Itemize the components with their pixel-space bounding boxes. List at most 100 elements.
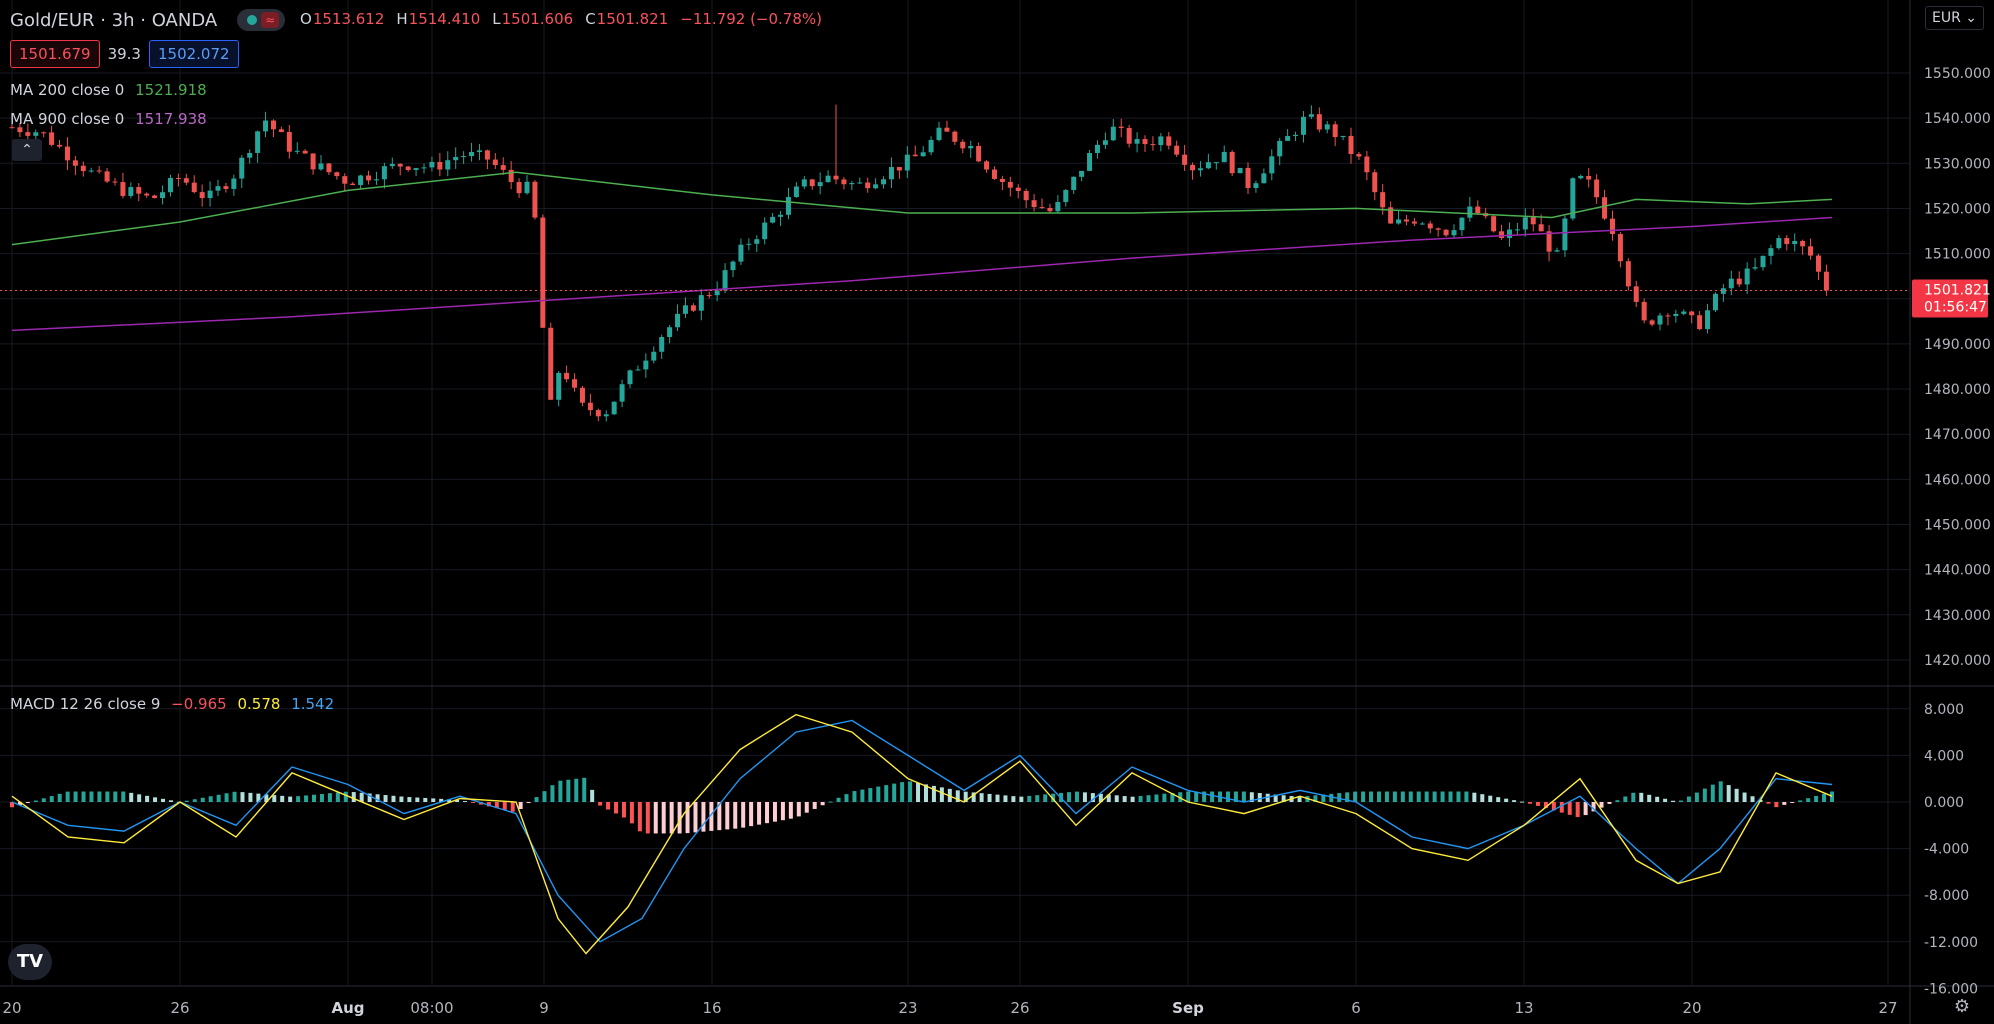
macd-histogram-bar bbox=[1456, 791, 1461, 802]
macd-histogram-bar bbox=[383, 795, 388, 802]
candle-body bbox=[1269, 156, 1275, 174]
candle-body bbox=[302, 150, 308, 154]
macd-histogram-bar bbox=[852, 791, 857, 802]
macd-histogram-bar bbox=[1718, 781, 1723, 802]
candle-body bbox=[1815, 255, 1821, 272]
candle-body bbox=[1705, 310, 1711, 330]
macd-histogram-bar bbox=[33, 800, 38, 802]
candle-body bbox=[484, 150, 490, 160]
macd-histogram-bar bbox=[844, 794, 849, 802]
macd-histogram-bar bbox=[971, 792, 976, 802]
macd-histogram-bar bbox=[1313, 795, 1318, 802]
candle-body bbox=[1554, 250, 1560, 252]
gear-icon[interactable]: ⚙ bbox=[1953, 996, 1970, 1017]
time-tick-label: 20 bbox=[1682, 999, 1701, 1017]
candle-body bbox=[270, 120, 276, 130]
symbol-title[interactable]: Gold/EUR · 3h · OANDA bbox=[10, 9, 218, 31]
sell-button[interactable]: 1501.679 bbox=[10, 40, 100, 68]
price-tick-label: 1550.000 bbox=[1924, 66, 1991, 82]
macd-histogram-bar bbox=[1790, 802, 1795, 803]
macd-histogram-bar bbox=[709, 802, 714, 831]
candle-body bbox=[41, 132, 47, 134]
candle-body bbox=[72, 160, 78, 166]
price-tick-label: 1420.000 bbox=[1924, 653, 1991, 669]
candle-body bbox=[144, 193, 150, 196]
macd-histogram-bar bbox=[1782, 802, 1787, 805]
macd-histogram-bar bbox=[1504, 798, 1509, 802]
macd-histogram-bar bbox=[1369, 791, 1374, 802]
macd-histogram-bar bbox=[1631, 792, 1636, 802]
ma900-legend[interactable]: MA 900 close 0 1517.938 bbox=[10, 110, 207, 128]
candle-body bbox=[1356, 154, 1362, 157]
close-value: 1501.821 bbox=[596, 10, 669, 28]
time-tick-label: 27 bbox=[1878, 999, 1897, 1017]
macd-histogram-bar bbox=[510, 802, 515, 812]
candle-body bbox=[1221, 151, 1227, 163]
candle-body bbox=[999, 178, 1005, 182]
candle-body bbox=[1538, 224, 1544, 232]
candle-body bbox=[1530, 217, 1536, 225]
macd-histogram-bar bbox=[1710, 784, 1715, 802]
macd-histogram-bar bbox=[494, 802, 499, 809]
ma900-label: MA 900 close 0 bbox=[10, 110, 125, 128]
macd-legend[interactable]: MACD 12 26 close 9 −0.965 0.578 1.542 bbox=[10, 695, 334, 713]
candle-body bbox=[152, 195, 158, 199]
candle-body bbox=[849, 183, 855, 185]
candle-body bbox=[984, 161, 990, 170]
macd-histogram-bar bbox=[97, 791, 102, 802]
candle-body bbox=[405, 166, 411, 170]
candle-body bbox=[373, 179, 379, 181]
candle-body bbox=[896, 167, 902, 171]
time-tick-label: 26 bbox=[170, 999, 189, 1017]
macd-histogram-bar bbox=[820, 802, 825, 806]
macd-histogram-bar bbox=[590, 789, 595, 802]
macd-histogram-bar bbox=[216, 794, 221, 802]
macd-histogram-bar bbox=[1384, 791, 1389, 802]
candle-body bbox=[817, 182, 823, 187]
macd-histogram-bar bbox=[1051, 793, 1056, 802]
currency-select[interactable]: EUR ⌄ bbox=[1924, 6, 1984, 30]
candle-body bbox=[730, 261, 736, 271]
tradingview-logo[interactable]: TV bbox=[8, 944, 52, 980]
macd-histogram-bar bbox=[1345, 792, 1350, 802]
candle-body bbox=[1015, 187, 1021, 192]
macd-histogram-bar bbox=[1702, 788, 1707, 802]
macd-histogram-bar bbox=[121, 791, 126, 802]
price-tick-label: 1480.000 bbox=[1924, 382, 1991, 398]
candle-body bbox=[183, 178, 189, 183]
ma900-line bbox=[11, 216, 1833, 332]
candle-body bbox=[96, 170, 102, 172]
candle-body bbox=[1419, 223, 1425, 225]
buy-button[interactable]: 1502.072 bbox=[148, 40, 239, 68]
candle-body bbox=[1380, 192, 1386, 208]
candle-body bbox=[1213, 162, 1219, 164]
candle-body bbox=[453, 156, 459, 161]
candle-body bbox=[1760, 255, 1766, 268]
candle-body bbox=[136, 187, 142, 194]
candle-body bbox=[1332, 124, 1338, 138]
candle-body bbox=[532, 181, 538, 218]
candle-body bbox=[1467, 206, 1473, 218]
macd-hist-value: −0.965 bbox=[171, 695, 227, 713]
macd-histogram-bar bbox=[272, 795, 277, 802]
market-status-toggle[interactable]: ≈ bbox=[237, 9, 286, 31]
candle-body bbox=[1459, 217, 1465, 231]
candle-body bbox=[603, 414, 609, 417]
ma200-legend[interactable]: MA 200 close 0 1521.918 bbox=[10, 81, 207, 99]
candle-body bbox=[1023, 191, 1029, 201]
price-tick-label: 1460.000 bbox=[1924, 472, 1991, 488]
macd-histogram-bar bbox=[1035, 795, 1040, 802]
price-tag bbox=[1912, 279, 1988, 318]
candle-body bbox=[1712, 293, 1718, 311]
candle-body bbox=[770, 216, 776, 223]
candle-body bbox=[1435, 228, 1441, 230]
time-tick-label: 16 bbox=[702, 999, 721, 1017]
candle-body bbox=[1443, 229, 1449, 236]
candle-body bbox=[841, 179, 847, 185]
macd-histogram-bar bbox=[1424, 791, 1429, 802]
candle-body bbox=[1784, 238, 1790, 245]
candle-body bbox=[904, 154, 910, 171]
chevron-up-icon[interactable]: ⌃ bbox=[12, 139, 42, 161]
macd-histogram-bar bbox=[741, 802, 746, 828]
